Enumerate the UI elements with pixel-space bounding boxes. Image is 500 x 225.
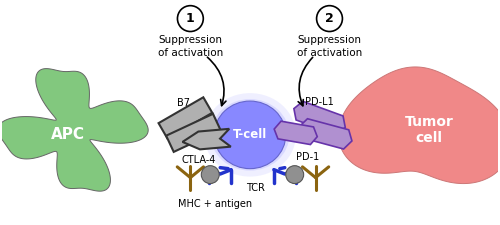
Polygon shape bbox=[274, 121, 317, 144]
Ellipse shape bbox=[204, 93, 296, 177]
Text: Tumor
cell: Tumor cell bbox=[404, 115, 454, 145]
Ellipse shape bbox=[217, 105, 283, 165]
Text: T-cell: T-cell bbox=[233, 128, 267, 141]
Polygon shape bbox=[0, 69, 148, 191]
Text: APC: APC bbox=[51, 127, 85, 142]
Polygon shape bbox=[182, 129, 231, 149]
Text: Suppression
of activation: Suppression of activation bbox=[297, 36, 362, 58]
Polygon shape bbox=[166, 114, 220, 152]
Polygon shape bbox=[294, 101, 345, 135]
Polygon shape bbox=[299, 119, 352, 149]
Text: PD-1: PD-1 bbox=[296, 152, 320, 162]
Ellipse shape bbox=[214, 101, 286, 169]
Text: 1: 1 bbox=[186, 12, 194, 25]
Text: PD-L1: PD-L1 bbox=[305, 97, 334, 107]
Text: Suppression
of activation: Suppression of activation bbox=[158, 36, 223, 58]
Text: B7: B7 bbox=[177, 98, 190, 108]
Text: MHC + antigen: MHC + antigen bbox=[178, 199, 252, 209]
Circle shape bbox=[202, 166, 219, 184]
Polygon shape bbox=[338, 67, 500, 184]
FancyArrowPatch shape bbox=[208, 57, 226, 106]
Text: TCR: TCR bbox=[246, 182, 264, 193]
Polygon shape bbox=[158, 97, 212, 139]
Circle shape bbox=[178, 6, 204, 32]
Circle shape bbox=[286, 166, 304, 184]
Circle shape bbox=[316, 6, 342, 32]
Ellipse shape bbox=[210, 99, 290, 171]
Text: 2: 2 bbox=[325, 12, 334, 25]
FancyArrowPatch shape bbox=[298, 57, 312, 106]
Text: CTLA-4: CTLA-4 bbox=[181, 155, 216, 165]
